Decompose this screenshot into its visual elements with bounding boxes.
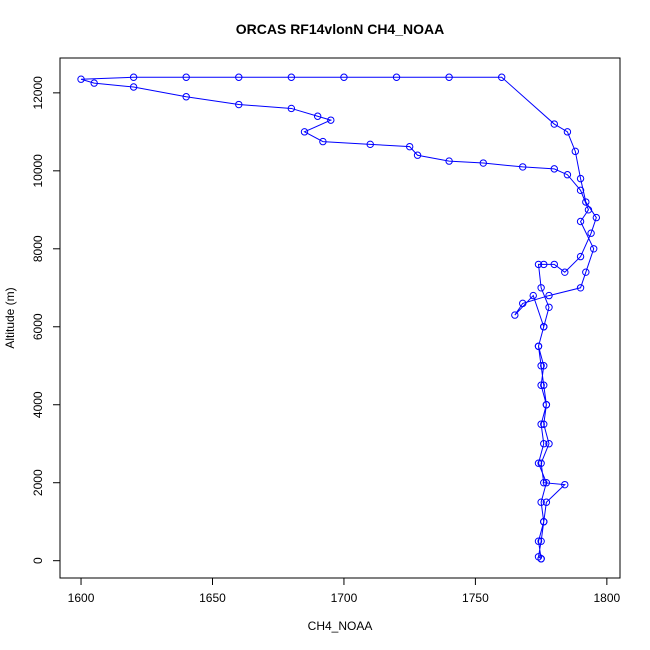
data-point bbox=[235, 73, 243, 81]
data-point bbox=[479, 159, 487, 167]
data-point bbox=[405, 142, 414, 151]
data-point bbox=[534, 260, 543, 269]
data-point bbox=[545, 303, 553, 311]
data-point bbox=[445, 157, 453, 165]
data-point bbox=[545, 440, 553, 448]
y-tick-label: 2000 bbox=[31, 469, 45, 496]
data-point bbox=[550, 120, 558, 128]
data-point bbox=[542, 401, 551, 409]
data-point bbox=[519, 163, 527, 171]
data-point bbox=[537, 498, 545, 506]
data-point bbox=[287, 73, 296, 81]
data-point bbox=[576, 252, 585, 261]
data-point bbox=[511, 311, 519, 319]
data-point bbox=[542, 498, 551, 506]
data-point bbox=[366, 140, 374, 149]
data-point bbox=[540, 260, 548, 269]
data-point bbox=[540, 362, 548, 370]
data-point bbox=[561, 268, 569, 276]
y-axis-label: Altitude (m) bbox=[3, 287, 17, 348]
y-tick-label: 10000 bbox=[31, 154, 45, 188]
data-point bbox=[182, 93, 190, 101]
data-point bbox=[537, 459, 545, 467]
data-point bbox=[77, 75, 85, 83]
data-point bbox=[235, 100, 243, 109]
data-point bbox=[537, 284, 545, 292]
plot-frame bbox=[59, 57, 621, 579]
data-point bbox=[287, 104, 296, 113]
data-point bbox=[540, 518, 548, 526]
data-point bbox=[534, 459, 543, 467]
data-point bbox=[590, 245, 598, 253]
data-point bbox=[576, 217, 585, 226]
data-point bbox=[587, 229, 595, 237]
x-axis-label: CH4_NOAA bbox=[308, 619, 373, 633]
data-point bbox=[392, 73, 401, 81]
data-point bbox=[576, 186, 585, 195]
x-tick-label: 1650 bbox=[199, 591, 226, 605]
data-point bbox=[582, 268, 590, 276]
y-tick-label: 12000 bbox=[31, 76, 45, 110]
data-point bbox=[537, 420, 545, 428]
data-point bbox=[545, 291, 553, 300]
data-point bbox=[540, 323, 548, 331]
chart-title: ORCAS RF14vlonN CH4_NOAA bbox=[236, 21, 444, 37]
data-point bbox=[563, 171, 572, 179]
data-point bbox=[571, 147, 580, 156]
data-point bbox=[129, 83, 138, 91]
data-point bbox=[542, 479, 551, 487]
data-point bbox=[537, 537, 545, 545]
data-point bbox=[540, 420, 548, 428]
data-point bbox=[319, 137, 327, 146]
y-tick-label: 0 bbox=[31, 557, 45, 564]
data-point bbox=[497, 73, 506, 81]
data-point bbox=[519, 299, 527, 308]
data-point bbox=[340, 73, 348, 81]
data-point bbox=[550, 260, 558, 269]
data-point bbox=[561, 480, 569, 489]
data-point bbox=[540, 440, 548, 448]
data-point bbox=[576, 284, 585, 292]
data-point bbox=[537, 362, 545, 370]
data-point bbox=[90, 79, 98, 87]
data-point bbox=[529, 291, 537, 300]
data-point bbox=[534, 537, 543, 545]
data-point bbox=[540, 381, 548, 389]
y-tick-label: 6000 bbox=[31, 313, 45, 340]
data-point bbox=[550, 165, 558, 173]
data-point bbox=[327, 116, 335, 124]
data-point bbox=[445, 73, 453, 81]
data-point bbox=[540, 479, 548, 487]
y-tick-label: 4000 bbox=[31, 391, 45, 418]
x-tick-label: 1750 bbox=[462, 591, 489, 605]
data-point bbox=[534, 342, 543, 350]
data-point bbox=[582, 198, 590, 206]
x-tick-label: 1600 bbox=[68, 591, 95, 605]
data-point bbox=[413, 151, 422, 159]
x-tick-label: 1700 bbox=[331, 591, 358, 605]
y-tick-label: 8000 bbox=[31, 235, 45, 262]
data-point bbox=[584, 206, 593, 214]
data-point bbox=[182, 73, 190, 81]
data-point bbox=[537, 381, 545, 389]
data-point bbox=[129, 73, 138, 81]
data-point bbox=[563, 128, 572, 136]
data-line bbox=[80, 76, 597, 560]
data-point bbox=[300, 128, 309, 136]
x-tick-label: 1800 bbox=[594, 591, 621, 605]
data-point bbox=[537, 555, 545, 563]
data-point bbox=[313, 112, 322, 120]
data-point bbox=[592, 213, 601, 222]
data-point bbox=[576, 174, 585, 183]
